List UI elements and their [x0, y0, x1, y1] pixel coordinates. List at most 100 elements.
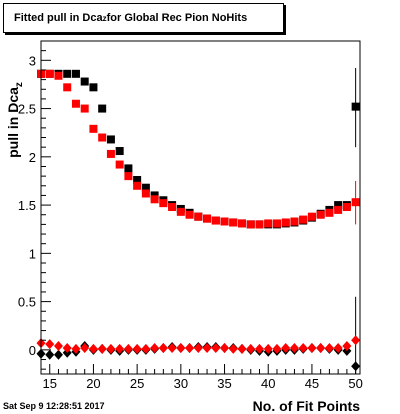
series-3-point	[53, 341, 63, 352]
series-3-point	[88, 343, 98, 354]
series-3-point	[342, 341, 352, 352]
series-1-point	[281, 218, 290, 227]
chart-title: Fitted pull in Dca z for Global Rec Pion …	[3, 3, 284, 33]
y-tick-label: 2.5	[18, 102, 36, 117]
y-axis-label-subscript: z	[14, 82, 25, 87]
series-3-point	[298, 342, 308, 353]
series-1-point	[211, 216, 220, 225]
series-3-point	[123, 343, 133, 354]
x-tick-label: 40	[261, 376, 275, 391]
series-0-point	[89, 83, 98, 92]
series-3-point	[281, 342, 291, 353]
series-3-point	[62, 342, 72, 353]
y-axis-label-main: pull in Dca	[5, 87, 21, 158]
series-1-point	[168, 203, 177, 212]
series-1-point	[194, 212, 203, 221]
series-3-point	[97, 343, 107, 354]
series-1-point	[176, 207, 185, 216]
series-3-point	[254, 343, 264, 354]
y-tick-label: 1	[29, 246, 36, 261]
x-tick-label: 20	[86, 376, 100, 391]
title-suffix: for Global Rec Pion NoHits	[106, 12, 248, 24]
series-1-point	[307, 212, 316, 221]
series-1-point	[185, 210, 194, 219]
series-3-point	[211, 342, 221, 353]
series-3-point	[71, 343, 81, 354]
series-1-point	[238, 219, 247, 228]
x-tick-label: 35	[217, 376, 231, 391]
y-tick-label: 3	[29, 53, 36, 68]
series-1-point	[45, 69, 54, 78]
series-1-point	[159, 199, 168, 208]
series-3-point	[106, 343, 116, 354]
series-3-point	[351, 335, 361, 346]
series-1-point	[98, 133, 107, 142]
series-1-point	[141, 189, 150, 198]
series-1-point	[334, 205, 343, 214]
series-3-point	[228, 343, 238, 354]
series-1-point	[115, 160, 124, 169]
series-3-point	[158, 342, 168, 353]
series-3-point	[307, 342, 317, 353]
series-3-point	[176, 342, 186, 353]
series-3-point	[132, 343, 142, 354]
series-3-point	[185, 342, 195, 353]
series-3-point	[220, 342, 230, 353]
datestamp: Sat Sep 9 12:28:51 2017	[3, 401, 105, 411]
series-1-point	[264, 219, 273, 228]
series-0-point	[133, 175, 142, 184]
x-tick-label: 25	[130, 376, 144, 391]
series-3-point	[167, 342, 177, 353]
series-3-point	[316, 342, 326, 353]
series-1-point	[203, 214, 212, 223]
series-3-point	[202, 342, 212, 353]
series-3-point	[150, 342, 160, 353]
series-1-point	[325, 208, 334, 217]
series-1-point	[54, 71, 63, 80]
series-1-point	[106, 149, 115, 158]
series-0-point	[106, 135, 115, 144]
y-axis-label: pull in Dcaz	[5, 82, 25, 158]
title-prefix: Fitted pull in Dca	[14, 12, 103, 24]
data-marks	[36, 68, 361, 374]
series-0-point	[98, 104, 107, 113]
series-0-point	[71, 69, 80, 78]
series-1-point	[351, 198, 360, 207]
series-1-point	[272, 219, 281, 228]
y-tick-label: 2	[29, 150, 36, 165]
y-tick-label: 0.5	[18, 295, 36, 310]
series-3-point	[45, 339, 55, 350]
series-1-point	[63, 83, 72, 92]
series-3-point	[193, 342, 203, 353]
series-3-point	[246, 343, 256, 354]
axes: 15 20 25 30 35 40 45 50 0 0.5 1 1.5 2 2.5 3 No. of Fit …	[5, 40, 363, 414]
series-2-point	[53, 349, 63, 360]
series-1-point	[290, 217, 299, 226]
series-0-point	[351, 102, 360, 111]
series-2-point	[45, 349, 55, 360]
series-0-point	[124, 164, 133, 173]
plot-frame	[40, 40, 361, 375]
series-1-point	[316, 210, 325, 219]
series-3-point	[324, 342, 334, 353]
series-1-point	[133, 181, 142, 190]
y-tick-label: 0	[29, 343, 36, 358]
series-3-point	[272, 343, 282, 354]
series-0-point	[115, 147, 124, 156]
series-3-point	[289, 342, 299, 353]
series-1-point	[71, 99, 80, 108]
series-0-point	[80, 77, 89, 86]
series-3-point	[141, 343, 151, 354]
x-tick-label: 50	[348, 376, 362, 391]
title-subscript: z	[102, 13, 107, 23]
series-1-point	[220, 217, 229, 226]
series-1-point	[246, 220, 255, 229]
series-1-point	[299, 215, 308, 224]
x-tick-label: 45	[305, 376, 319, 391]
series-3-point	[237, 343, 247, 354]
series-3-point	[333, 342, 343, 353]
series-1-point	[150, 195, 159, 204]
series-1-point	[255, 220, 264, 229]
series-1-point	[80, 104, 89, 113]
